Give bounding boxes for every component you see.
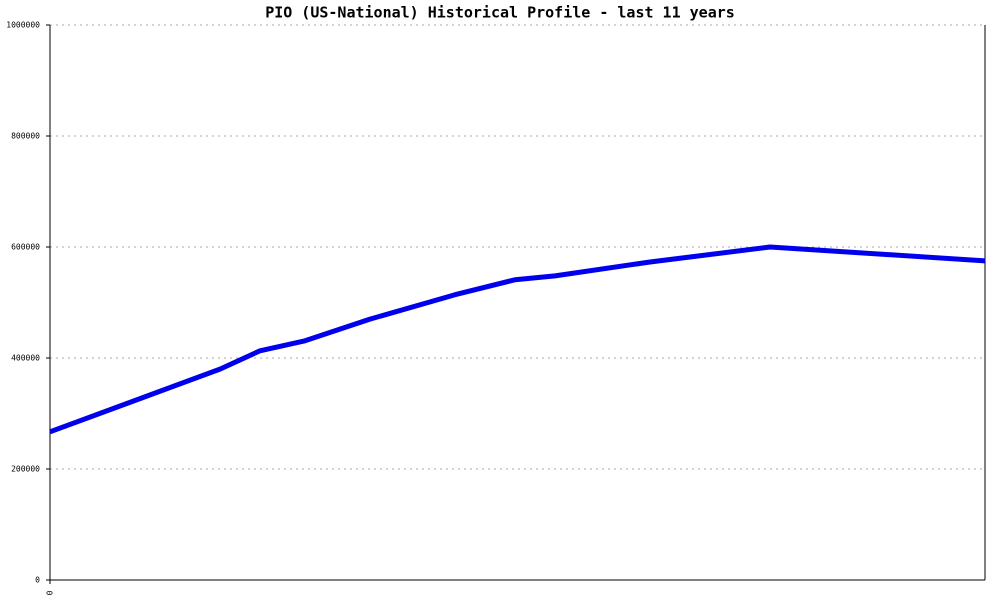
y-tick-label: 1000000 — [6, 21, 40, 30]
x-tick-label: 0 — [46, 590, 55, 595]
y-tick-label: 400000 — [11, 354, 40, 363]
y-tick-label: 0 — [35, 576, 40, 585]
y-tick-label: 600000 — [11, 243, 40, 252]
y-tick-label: 200000 — [11, 465, 40, 474]
data-line — [49, 244, 986, 435]
y-tick-label: 800000 — [11, 132, 40, 141]
chart-title: PIO (US-National) Historical Profile - l… — [265, 4, 735, 22]
